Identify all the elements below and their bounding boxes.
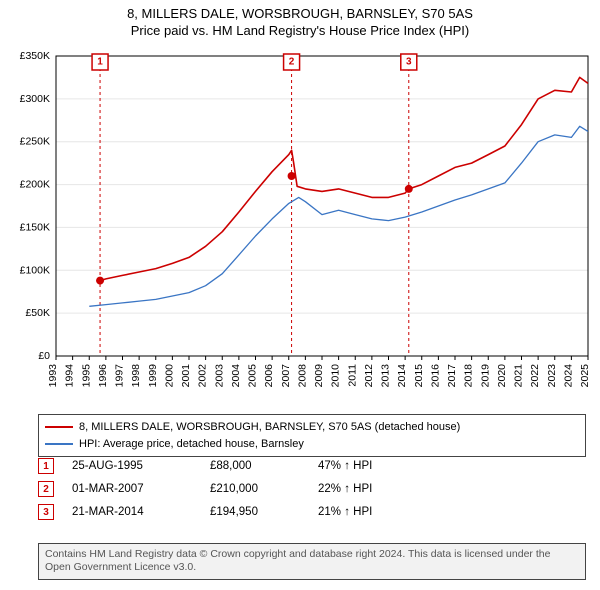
svg-text:1999: 1999 [147,364,159,388]
legend-item: HPI: Average price, detached house, Barn… [45,436,579,453]
svg-text:2010: 2010 [330,364,342,388]
svg-text:2009: 2009 [313,364,325,388]
legend-swatch [45,443,73,445]
svg-text:3: 3 [406,57,412,68]
chart-svg: £0 £50K £100K £150K £200K £250K £300K £350K 1993… [0,46,600,406]
legend-label: 8, MILLERS DALE, WORSBROUGH, BARNSLEY, S… [79,419,460,436]
svg-text:£350K: £350K [20,50,50,62]
legend: 8, MILLERS DALE, WORSBROUGH, BARNSLEY, S… [38,414,586,457]
svg-text:£250K: £250K [20,136,50,148]
note-badge: 2 [38,481,54,497]
svg-text:2015: 2015 [413,364,425,388]
svg-text:2017: 2017 [446,364,458,388]
svg-text:2000: 2000 [163,364,175,388]
legend-item: 8, MILLERS DALE, WORSBROUGH, BARNSLEY, S… [45,419,579,436]
legend-swatch [45,426,73,428]
svg-text:2020: 2020 [496,364,508,388]
note-pct: 21% ↑ HPI [318,506,438,518]
svg-text:1998: 1998 [130,364,142,388]
note-row: 3 21-MAR-2014 £194,950 21% ↑ HPI [38,504,572,520]
note-pct: 22% ↑ HPI [318,483,438,495]
note-badge: 1 [38,458,54,474]
svg-text:1994: 1994 [64,364,76,388]
svg-text:2013: 2013 [380,364,392,388]
svg-text:2021: 2021 [513,364,525,388]
svg-text:£300K: £300K [20,93,50,105]
svg-text:1997: 1997 [114,364,126,388]
svg-text:£100K: £100K [20,264,50,276]
svg-text:2023: 2023 [546,364,558,388]
note-price: £210,000 [210,483,300,495]
svg-text:2004: 2004 [230,364,242,388]
svg-text:2002: 2002 [197,364,209,388]
svg-text:2006: 2006 [263,364,275,388]
note-row: 1 25-AUG-1995 £88,000 47% ↑ HPI [38,458,572,474]
svg-text:2001: 2001 [180,364,192,388]
svg-text:2007: 2007 [280,364,292,388]
svg-text:£150K: £150K [20,221,50,233]
note-date: 21-MAR-2014 [72,506,192,518]
svg-text:2025: 2025 [579,364,591,388]
svg-text:2003: 2003 [213,364,225,388]
svg-text:£200K: £200K [20,179,50,191]
svg-text:2008: 2008 [296,364,308,388]
note-row: 2 01-MAR-2007 £210,000 22% ↑ HPI [38,481,572,497]
svg-text:2022: 2022 [529,364,541,388]
svg-text:2016: 2016 [429,364,441,388]
svg-text:£0: £0 [38,350,50,362]
note-pct: 47% ↑ HPI [318,460,438,472]
chart-area: £0 £50K £100K £150K £200K £250K £300K £350K 1993… [0,46,600,406]
svg-text:1: 1 [97,57,103,68]
note-date: 01-MAR-2007 [72,483,192,495]
svg-text:1996: 1996 [97,364,109,388]
svg-text:2019: 2019 [479,364,491,388]
note-price: £194,950 [210,506,300,518]
note-badge: 3 [38,504,54,520]
legend-label: HPI: Average price, detached house, Barn… [79,436,304,453]
svg-text:1993: 1993 [47,364,59,388]
svg-text:2018: 2018 [463,364,475,388]
svg-text:2005: 2005 [247,364,259,388]
svg-text:2: 2 [289,57,295,68]
title-line-1: 8, MILLERS DALE, WORSBROUGH, BARNSLEY, S… [0,6,600,23]
svg-text:£50K: £50K [25,307,50,319]
svg-text:2012: 2012 [363,364,375,388]
chart-frame: 8, MILLERS DALE, WORSBROUGH, BARNSLEY, S… [0,0,600,590]
svg-text:2011: 2011 [346,364,358,387]
svg-text:1995: 1995 [80,364,92,388]
chart-title: 8, MILLERS DALE, WORSBROUGH, BARNSLEY, S… [0,0,600,40]
title-line-2: Price paid vs. HM Land Registry's House … [0,23,600,40]
note-date: 25-AUG-1995 [72,460,192,472]
svg-text:2014: 2014 [396,364,408,388]
note-price: £88,000 [210,460,300,472]
attribution-text: Contains HM Land Registry data © Crown c… [38,543,586,580]
transaction-notes: 1 25-AUG-1995 £88,000 47% ↑ HPI 2 01-MAR… [38,458,572,527]
svg-text:2024: 2024 [562,364,574,388]
